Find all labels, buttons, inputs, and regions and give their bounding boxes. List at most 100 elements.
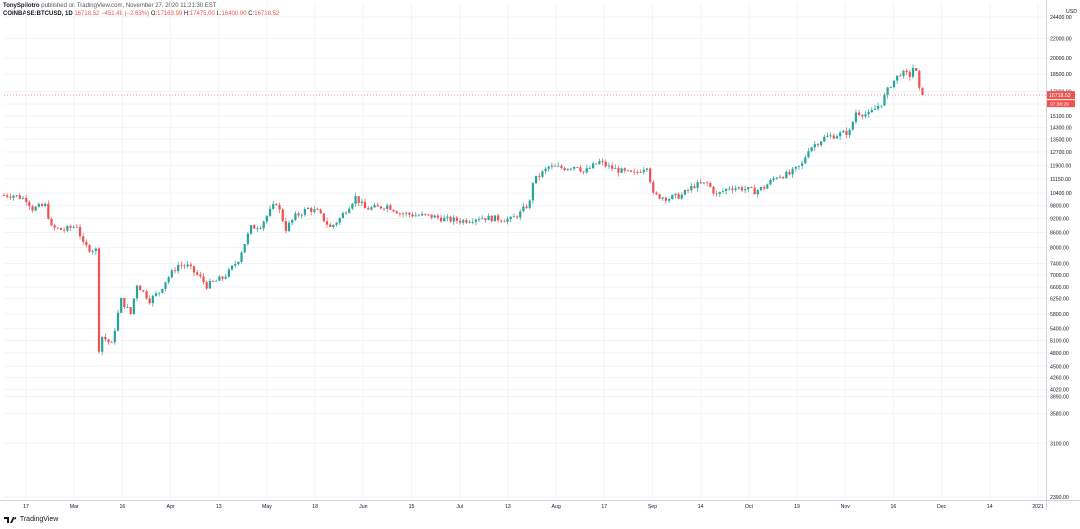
countdown-label: 07:38:29 [1050, 102, 1069, 108]
candle-up [791, 168, 794, 175]
candle-up [880, 105, 883, 107]
candle-up [810, 147, 813, 152]
time-tick-label: Aug [551, 504, 560, 510]
candle-down [655, 192, 658, 195]
candle-up [598, 161, 601, 165]
candle-up [534, 175, 538, 184]
candle-down [325, 221, 329, 225]
candle-up [661, 197, 664, 199]
candle-up [237, 261, 240, 265]
candle-up [756, 190, 759, 195]
symbol-name[interactable]: COINBASE:BTCUSD, 1D [3, 11, 73, 17]
candle-down [173, 270, 177, 272]
time-tick-label: 13 [505, 504, 511, 510]
candle-up [335, 222, 338, 225]
candle-down [31, 206, 34, 211]
candle-up [468, 221, 471, 223]
candle-down [788, 171, 791, 175]
price-tick-label: 24400.00 [1050, 15, 1072, 21]
candle-up [12, 195, 15, 198]
currency-label: USD [1066, 9, 1077, 15]
candle-down [322, 213, 325, 222]
candle-up [256, 228, 259, 230]
time-axis[interactable]: 17 Mar 16 Apr 13 May 18 Jun 15 Jul 13 Aug 17 Sep 14 Oct… [0, 500, 1080, 511]
candle-up [116, 312, 120, 331]
candle-up [227, 269, 230, 277]
time-tick-label: 13 [216, 504, 222, 510]
candle-up [360, 201, 363, 204]
candle-up [272, 203, 275, 209]
candle-up [683, 190, 687, 195]
candle-up [572, 166, 576, 169]
candle-up [265, 215, 268, 222]
candle-up [642, 169, 645, 173]
price-tick-label: 4020.00 [1050, 388, 1069, 394]
candle-up [702, 182, 706, 184]
price-axis-bg [1046, 0, 1080, 510]
candle-down [40, 204, 44, 206]
time-tick-label: 15 [409, 504, 415, 510]
candle-up [839, 132, 842, 137]
candle-up [902, 70, 905, 76]
author-name[interactable]: TonySpilotro [3, 3, 40, 9]
candle-up [487, 215, 490, 221]
candle-down [139, 285, 142, 291]
candle-down [861, 114, 864, 117]
candle-down [648, 168, 652, 183]
candle-up [34, 206, 37, 211]
brand-name: TradingView [19, 516, 59, 523]
candle-down [715, 193, 718, 195]
candle-up [291, 219, 294, 223]
candle-up [873, 108, 877, 110]
candle-up [842, 130, 845, 133]
candle-up [151, 295, 154, 304]
candle-down [56, 227, 59, 229]
candle-down [53, 225, 56, 228]
candle-up [249, 225, 253, 234]
candle-up [512, 216, 516, 218]
candle-down [310, 207, 313, 212]
price-tick-label: 2390.00 [1050, 495, 1069, 501]
candle-down [560, 165, 563, 168]
candle-up [591, 163, 595, 169]
last-price-badge [1047, 91, 1075, 100]
candle-up [886, 87, 889, 95]
candle-up [218, 276, 221, 281]
candle-up [813, 144, 816, 148]
candle-up [772, 178, 775, 180]
candle-up [341, 213, 344, 219]
candle-up [370, 207, 373, 210]
candle-down [281, 209, 284, 222]
candle-down [28, 202, 31, 207]
candle-up [766, 184, 769, 189]
price-tick-label: 11900.00 [1050, 163, 1071, 169]
candle-down [763, 187, 766, 189]
time-tick-label: Jun [359, 504, 367, 510]
candle-down [319, 209, 322, 214]
price-tick-label: 7400.00 [1050, 261, 1069, 267]
candle-up [569, 168, 573, 170]
candle-up [66, 226, 69, 231]
candle-down [75, 226, 78, 228]
candle-up [294, 213, 297, 220]
candle-up [215, 280, 218, 282]
candle-up [797, 165, 801, 167]
candle-down [750, 187, 753, 188]
candle-up [820, 141, 823, 146]
candle-down [82, 236, 85, 242]
candle-down [199, 274, 202, 277]
candle-down [899, 75, 902, 77]
candle-down [782, 177, 785, 179]
candle-down [47, 203, 50, 219]
candle-down [395, 211, 398, 214]
price-tick-label: 6600.00 [1050, 285, 1069, 291]
price-tick-label: 3890.00 [1050, 394, 1069, 400]
candle-down [439, 217, 443, 222]
price-tick-label: 5100.00 [1050, 338, 1069, 344]
tradingview-brand[interactable]: TradingView [4, 515, 58, 525]
candle-down [363, 201, 367, 209]
time-tick-label: Mar [70, 504, 79, 510]
price-tick-label: 6250.00 [1050, 296, 1069, 302]
